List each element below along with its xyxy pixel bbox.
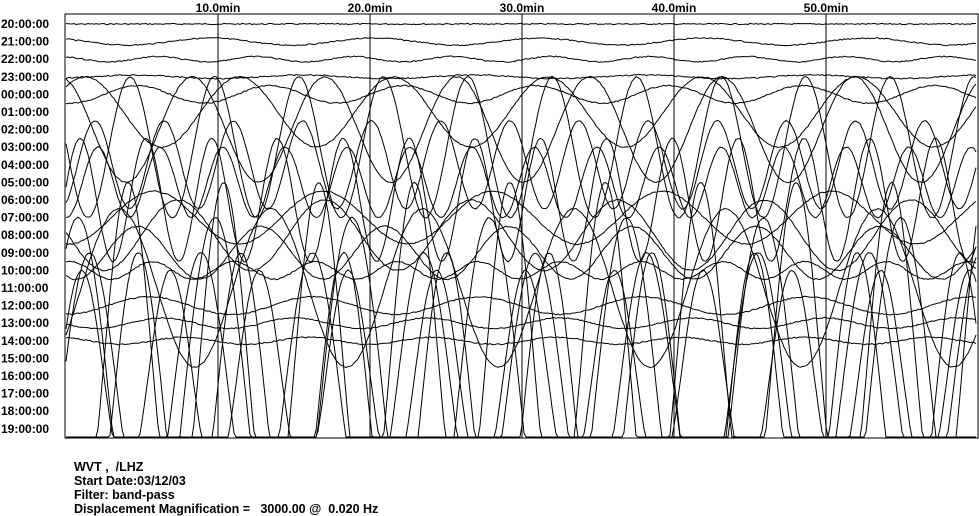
hour-tick-label: 00:00:00 (1, 87, 49, 101)
trace-line (65, 146, 977, 219)
trace-line (65, 37, 977, 47)
hour-axis-labels: 20:00:00 21:00:00 22:00:00 23:00:00 00:00:00… (1, 17, 49, 436)
minute-tick-label: 30.0min (500, 1, 545, 15)
trace-line (65, 137, 977, 263)
seismic-traces (65, 22, 977, 438)
trace-line (65, 75, 977, 184)
minute-tick-label: 40.0min (652, 1, 697, 15)
trace-line (65, 251, 977, 438)
hour-tick-label: 02:00:00 (1, 123, 49, 137)
hour-tick-label: 13:00:00 (1, 316, 49, 330)
hour-tick-label: 04:00:00 (1, 158, 49, 172)
minute-tick-label: 20.0min (348, 1, 393, 15)
trace-line (65, 295, 977, 316)
vertical-gridlines (217, 14, 827, 438)
hour-tick-label: 20:00:00 (1, 17, 49, 31)
hour-tick-label: 22:00:00 (1, 52, 49, 66)
trace-line (65, 119, 977, 210)
trace-line (65, 207, 977, 369)
filter-label: Filter: band-pass (73, 488, 175, 502)
hour-tick-label: 01:00:00 (1, 105, 49, 119)
trace-line (65, 225, 977, 281)
trace-line (66, 181, 977, 438)
trace-line (65, 199, 977, 272)
trace-line (66, 84, 977, 105)
hour-tick-label: 17:00:00 (1, 387, 49, 401)
hour-tick-label: 19:00:00 (1, 422, 49, 436)
hour-tick-label: 14:00:00 (1, 334, 49, 348)
plot-frame (64, 13, 979, 439)
minute-tick-label: 50.0min (804, 1, 849, 15)
station-label: WVT , /LHZ (73, 460, 144, 474)
helicorder-plot: 10.0min 20.0min 30.0min 40.0min 50.0min 20:0… (1, 1, 979, 439)
hour-tick-label: 15:00:00 (1, 351, 49, 365)
trace-line (65, 260, 977, 281)
hour-tick-label: 05:00:00 (1, 175, 49, 189)
trace-line (65, 336, 977, 346)
trace-line (65, 22, 977, 26)
trace-line (65, 55, 977, 63)
trace-line (65, 216, 976, 438)
hour-tick-label: 03:00:00 (1, 140, 49, 154)
trace-line (65, 190, 977, 246)
hour-tick-label: 10:00:00 (1, 263, 49, 277)
hour-tick-label: 07:00:00 (1, 211, 49, 225)
hour-tick-label: 08:00:00 (1, 228, 49, 242)
hour-tick-label: 12:00:00 (1, 299, 49, 313)
hour-tick-label: 21:00:00 (1, 35, 49, 49)
hour-tick-label: 11:00:00 (1, 281, 49, 295)
minute-axis-labels: 10.0min 20.0min 30.0min 40.0min 50.0min (196, 1, 849, 15)
start-date-label: Start Date:03/12/03 (73, 474, 186, 488)
trace-line (65, 75, 977, 219)
trace-line (65, 73, 977, 80)
hour-tick-label: 16:00:00 (1, 369, 49, 383)
trace-line (65, 316, 977, 330)
magnification-label: Displacement Magnification = 3000.00 @ 0… (73, 502, 379, 516)
hour-tick-label: 18:00:00 (1, 404, 49, 418)
hour-tick-label: 23:00:00 (1, 70, 49, 84)
trace-line (65, 75, 977, 149)
footer-caption: WVT , /LHZ Start Date:03/12/03 Filter: b… (67, 446, 378, 516)
minute-tick-label: 10.0min (196, 1, 241, 15)
hour-tick-label: 09:00:00 (1, 246, 49, 260)
hour-tick-label: 06:00:00 (1, 193, 49, 207)
